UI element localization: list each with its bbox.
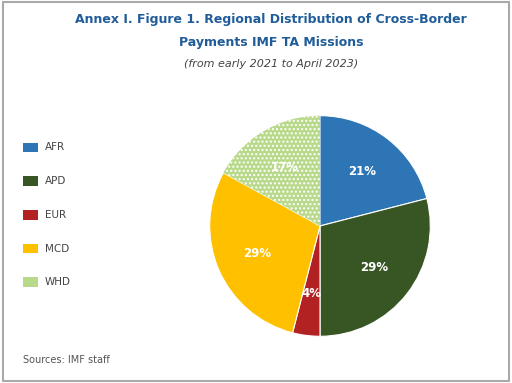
Text: Annex I. Figure 1. Regional Distribution of Cross-Border: Annex I. Figure 1. Regional Distribution… bbox=[75, 13, 467, 26]
Text: WHD: WHD bbox=[45, 277, 71, 287]
Text: MCD: MCD bbox=[45, 244, 69, 254]
Text: 17%: 17% bbox=[271, 160, 299, 173]
Wedge shape bbox=[210, 173, 320, 333]
Text: 29%: 29% bbox=[243, 247, 271, 260]
Wedge shape bbox=[292, 226, 320, 336]
Text: AFR: AFR bbox=[45, 142, 65, 152]
Text: Sources: IMF staff: Sources: IMF staff bbox=[23, 355, 110, 365]
Wedge shape bbox=[320, 116, 427, 226]
Wedge shape bbox=[320, 198, 430, 336]
Text: 29%: 29% bbox=[360, 261, 388, 274]
Text: EUR: EUR bbox=[45, 210, 66, 220]
Text: Payments IMF TA Missions: Payments IMF TA Missions bbox=[179, 36, 364, 49]
Text: 21%: 21% bbox=[348, 165, 376, 178]
Text: APD: APD bbox=[45, 176, 66, 186]
Wedge shape bbox=[223, 116, 320, 226]
Text: 4%: 4% bbox=[302, 287, 322, 300]
Text: (from early 2021 to April 2023): (from early 2021 to April 2023) bbox=[184, 59, 358, 69]
